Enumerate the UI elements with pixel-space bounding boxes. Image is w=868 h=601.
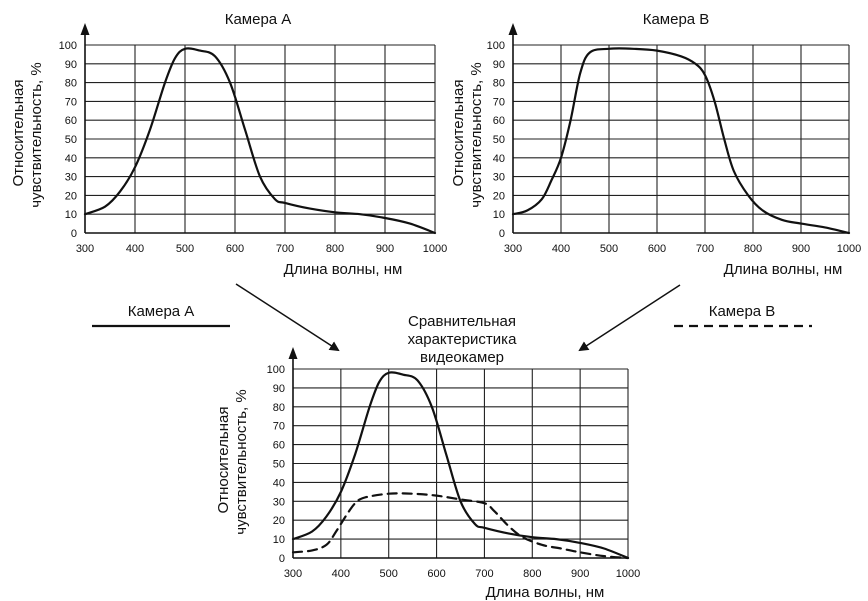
y-tick-label: 20 <box>493 190 505 202</box>
chart-title: Камера В <box>643 11 710 28</box>
x-tick-label: 900 <box>571 568 589 580</box>
chart-title: Камера А <box>225 11 292 28</box>
x-tick-label: 700 <box>475 568 493 580</box>
y-tick-label: 100 <box>267 364 285 376</box>
y-tick-label: 70 <box>65 96 77 108</box>
y-axis-arrowhead <box>80 23 90 35</box>
x-tick-label: 500 <box>600 243 618 255</box>
x-tick-label: 300 <box>284 568 302 580</box>
y-tick-label: 90 <box>493 59 505 71</box>
series-line-dashed <box>511 47 851 235</box>
y-tick-label: 50 <box>65 134 77 146</box>
y-tick-label: 90 <box>65 59 77 71</box>
x-tick-label: 400 <box>126 243 144 255</box>
y-tick-label: 40 <box>493 153 505 165</box>
x-tick-label: 400 <box>332 568 350 580</box>
arrow-camera-a-to-comparison <box>235 283 340 352</box>
x-tick-labels: 300 400 500 600 700 800 900 1000 <box>76 243 447 255</box>
x-tick-label: 700 <box>276 243 294 255</box>
x-tick-label: 600 <box>648 243 666 255</box>
x-axis-label: Длина волны, нм <box>284 261 403 278</box>
x-tick-label: 500 <box>380 568 398 580</box>
y-tick-label: 50 <box>273 459 285 471</box>
x-tick-label: 800 <box>326 243 344 255</box>
chart-title-line2: характеристика <box>408 331 517 348</box>
y-tick-label: 30 <box>65 172 77 184</box>
y-tick-label: 100 <box>487 40 505 52</box>
x-tick-label: 600 <box>226 243 244 255</box>
x-tick-label: 800 <box>523 568 541 580</box>
x-tick-label: 700 <box>696 243 714 255</box>
series-line-dashed <box>291 492 630 560</box>
y-tick-label: 70 <box>273 421 285 433</box>
y-axis-label-line1: Относительная <box>10 80 27 187</box>
y-axis-label-line1: Относительная <box>215 407 232 514</box>
y-tick-label: 10 <box>493 209 505 221</box>
y-tick-label: 40 <box>65 153 77 165</box>
x-axis-label: Длина волны, нм <box>486 584 605 601</box>
legend-label-camera-a: Камера А <box>128 303 195 320</box>
x-tick-label: 600 <box>427 568 445 580</box>
y-axis-label-line2: чувствительность, % <box>28 62 45 207</box>
chart-title-line3: видеокамер <box>420 349 504 366</box>
legend-camera-a: Камера А <box>92 303 230 328</box>
x-tick-label: 1000 <box>423 243 447 255</box>
y-tick-label: 30 <box>273 496 285 508</box>
y-axis-label-line1: Относительная <box>450 80 467 187</box>
y-tick-label: 60 <box>493 115 505 127</box>
grid <box>293 368 629 558</box>
y-tick-label: 0 <box>279 553 285 565</box>
arrow-camera-b-to-comparison <box>578 284 681 352</box>
x-tick-label: 800 <box>744 243 762 255</box>
legend-camera-b: Камера В <box>674 303 812 328</box>
y-tick-labels: 0 10 20 30 40 50 60 70 80 90 100 <box>267 364 285 565</box>
y-axis-arrowhead <box>288 347 298 359</box>
series-line-solid <box>291 371 630 560</box>
chart-title-line1: Сравнительная <box>408 313 516 330</box>
y-tick-label: 80 <box>493 78 505 90</box>
x-tick-label: 300 <box>76 243 94 255</box>
y-tick-label: 0 <box>499 228 505 240</box>
y-tick-label: 50 <box>493 134 505 146</box>
y-tick-label: 60 <box>273 440 285 452</box>
y-tick-label: 60 <box>65 115 77 127</box>
grid <box>85 44 436 233</box>
y-axis-label-line2: чувствительность, % <box>468 62 485 207</box>
chart-camera-a: Камера А Относительная чувствительность,… <box>10 11 447 278</box>
y-tick-label: 90 <box>273 383 285 395</box>
grid <box>513 44 850 233</box>
series-line-solid <box>83 47 437 235</box>
x-tick-label: 1000 <box>837 243 861 255</box>
y-tick-label: 0 <box>71 228 77 240</box>
y-tick-label: 20 <box>273 515 285 527</box>
x-tick-label: 300 <box>504 243 522 255</box>
y-tick-label: 10 <box>65 209 77 221</box>
y-tick-label: 40 <box>273 477 285 489</box>
x-tick-label: 900 <box>376 243 394 255</box>
legend-label-camera-b: Камера В <box>709 303 776 320</box>
x-axis-label: Длина волны, нм <box>724 261 843 278</box>
chart-comparison: Сравнительная характеристика видеокамер … <box>215 313 640 601</box>
y-tick-label: 100 <box>59 40 77 52</box>
y-axis-arrowhead <box>508 23 518 35</box>
x-tick-label: 1000 <box>616 568 640 580</box>
x-tick-label: 400 <box>552 243 570 255</box>
y-tick-label: 20 <box>65 190 77 202</box>
y-tick-label: 30 <box>493 172 505 184</box>
y-tick-labels: 0 10 20 30 40 50 60 70 80 90 100 <box>487 40 505 240</box>
x-tick-labels: 300 400 500 600 700 800 900 1000 <box>284 568 640 580</box>
chart-camera-b: Камера В Относительная чувствительность,… <box>450 11 861 278</box>
x-tick-labels: 300 400 500 600 700 800 900 1000 <box>504 243 861 255</box>
x-tick-label: 500 <box>176 243 194 255</box>
y-tick-label: 80 <box>65 78 77 90</box>
y-axis-label-line2: чувствительность, % <box>233 389 250 534</box>
x-tick-label: 900 <box>792 243 810 255</box>
y-tick-label: 10 <box>273 534 285 546</box>
y-tick-labels: 0 10 20 30 40 50 60 70 80 90 100 <box>59 40 77 240</box>
y-tick-label: 70 <box>493 96 505 108</box>
y-tick-label: 80 <box>273 402 285 414</box>
